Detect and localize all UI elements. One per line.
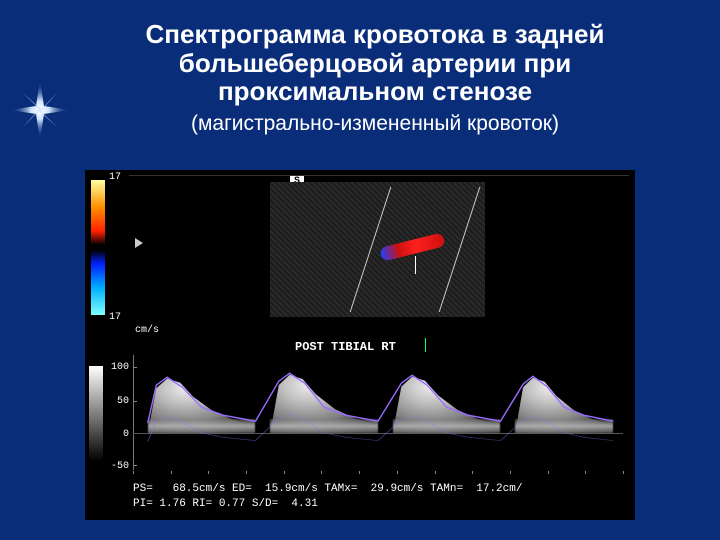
x-tick-mark [435,471,436,474]
x-tick-mark [585,471,586,474]
slide-subtitle: (магистрально-измененный кровоток) [90,112,660,136]
slide-title-block: Спектрограмма кровотока в задней большеб… [0,0,720,144]
title-line-1: Спектрограмма кровотока в задней [146,19,605,49]
x-tick-mark [397,471,398,474]
doppler-color-scale [91,180,105,315]
x-tick-mark [548,471,549,474]
grayscale-bar [89,366,103,461]
x-tick-mark [510,471,511,474]
color-scale-min: 17 [109,312,121,323]
velocity-unit-label: cm/s [135,325,159,336]
measurement-line-2: PI= 1.76 RI= 0.77 S/D= 4.31 [133,498,318,510]
y-tick-label: -50 [99,461,129,472]
decor-star-icon [10,80,70,140]
ultrasound-panel: 17 17 S cm/s POST TIBIAL RT 100500-50 PS… [85,170,635,520]
x-tick-mark [208,471,209,474]
x-tick-mark [321,471,322,474]
x-tick-mark [246,471,247,474]
text-cursor [425,338,426,352]
x-tick-mark [359,471,360,474]
bmode-image [270,182,485,317]
waveform-diastolic [393,419,501,433]
waveform-container [133,355,623,470]
y-tick-label: 50 [99,396,129,407]
sample-volume-cursor [415,256,416,274]
x-tick-mark [133,471,134,474]
anatomy-label: POST TIBIAL RT [295,340,396,354]
x-tick-mark [171,471,172,474]
spectral-doppler-plot: 100500-50 [133,355,623,470]
waveform-diastolic [515,419,613,433]
y-tick-label: 100 [99,362,129,373]
title-line-3: проксимальном стенозе [218,76,532,106]
title-line-2: большеберцовой артерии при [179,48,571,78]
measurement-line-1: PS= 68.5cm/s ED= 15.9cm/s TAMx= 29.9cm/s… [133,483,522,495]
slide-title: Спектрограмма кровотока в задней большеб… [90,20,660,106]
waveform-diastolic [148,419,256,433]
y-tick-label: 0 [99,429,129,440]
x-tick-mark [623,471,624,474]
x-tick-mark [472,471,473,474]
waveform-diastolic [270,419,378,433]
x-tick-mark [284,471,285,474]
color-scale-max: 17 [109,172,121,183]
measurements-readout: PS= 68.5cm/s ED= 15.9cm/s TAMx= 29.9cm/s… [133,482,522,512]
